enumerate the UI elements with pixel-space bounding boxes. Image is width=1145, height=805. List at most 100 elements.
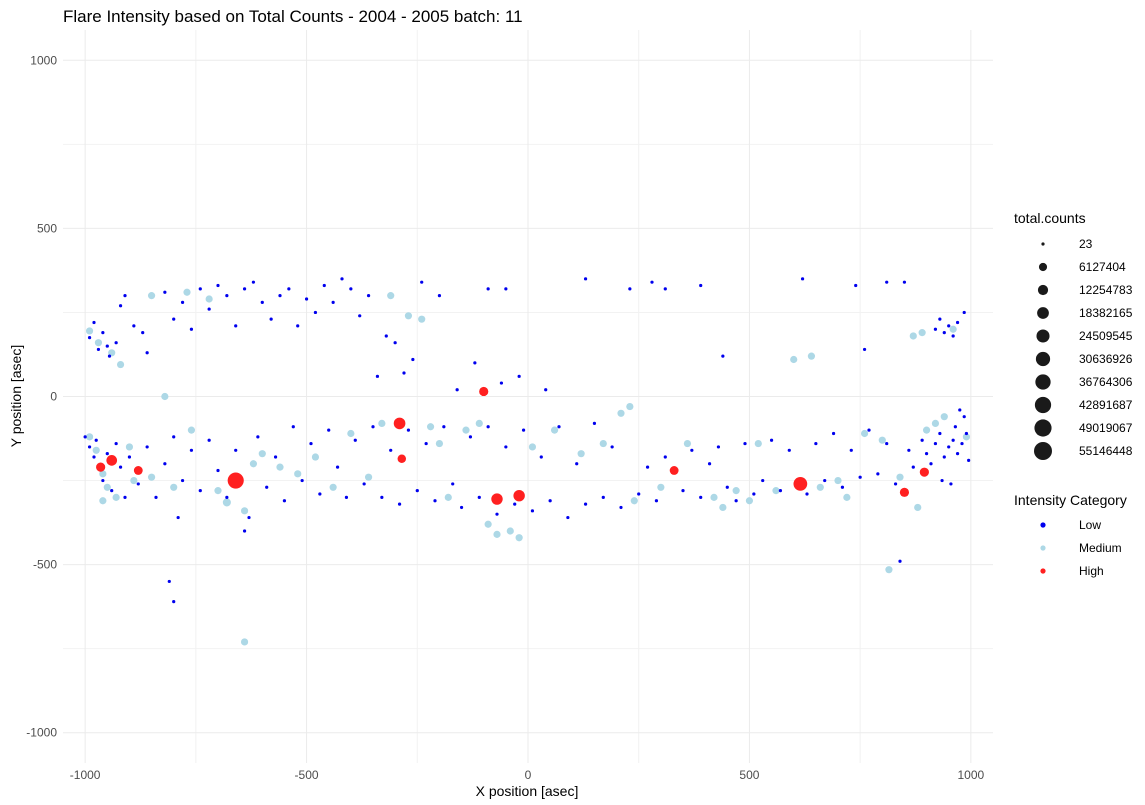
data-point-low xyxy=(752,492,756,496)
data-point-low xyxy=(544,388,548,392)
data-point-medium xyxy=(949,325,957,333)
data-point-low xyxy=(953,425,957,429)
data-point-low xyxy=(473,361,477,365)
data-point-low xyxy=(163,290,167,294)
data-point-low xyxy=(114,441,118,446)
data-point-medium xyxy=(860,429,869,438)
data-point-high xyxy=(393,417,406,430)
data-point-low xyxy=(123,294,127,298)
data-point-medium xyxy=(506,527,514,535)
data-point-low xyxy=(924,452,929,456)
y-tick-label: 500 xyxy=(37,221,57,235)
data-point-low xyxy=(455,388,459,392)
data-point-low xyxy=(384,334,388,338)
data-point-medium xyxy=(577,450,585,458)
data-point-medium xyxy=(918,329,926,337)
data-point-low xyxy=(650,280,654,284)
data-point-low xyxy=(938,317,942,321)
size-legend-label: 55146448 xyxy=(1079,444,1133,458)
data-point-low xyxy=(947,445,951,449)
color-legend-label: Low xyxy=(1079,518,1101,532)
size-legend-key xyxy=(1038,262,1048,272)
y-tick-label: 0 xyxy=(50,390,57,404)
data-point-low xyxy=(663,455,667,459)
data-point-low xyxy=(420,280,424,284)
data-point-low xyxy=(645,465,650,469)
data-point-low xyxy=(344,495,349,499)
color-legend-key-high xyxy=(1040,568,1046,574)
data-point-low xyxy=(340,277,344,281)
data-point-low xyxy=(83,435,87,439)
data-point-low xyxy=(322,283,326,288)
data-point-medium xyxy=(914,503,922,512)
data-point-low xyxy=(411,357,415,362)
data-point-low xyxy=(805,492,809,496)
data-point-low xyxy=(907,448,911,452)
data-point-low xyxy=(601,495,605,499)
data-point-low xyxy=(734,499,738,503)
data-point-low xyxy=(831,431,836,436)
data-point-medium xyxy=(147,473,156,481)
data-point-low xyxy=(207,307,211,311)
data-point-medium xyxy=(130,476,138,485)
data-point-low xyxy=(942,331,946,335)
data-point-low xyxy=(393,341,397,345)
data-point-low xyxy=(468,435,473,439)
data-point-low xyxy=(282,499,287,503)
data-point-low xyxy=(823,478,827,483)
size-legend-key xyxy=(1034,442,1052,460)
data-point-low xyxy=(557,425,561,429)
data-point-low xyxy=(761,478,765,483)
data-point-medium xyxy=(617,409,625,417)
chart-title: Flare Intensity based on Total Counts - … xyxy=(63,7,523,26)
data-point-low xyxy=(504,287,508,291)
data-point-low xyxy=(911,465,915,469)
data-point-low xyxy=(967,458,971,462)
data-point-medium xyxy=(418,315,426,323)
data-point-low xyxy=(424,441,428,446)
data-point-low xyxy=(362,482,366,486)
data-points xyxy=(83,277,971,646)
data-point-low xyxy=(358,314,362,318)
x-tick-label: -1000 xyxy=(70,768,101,782)
data-point-low xyxy=(902,280,907,284)
data-point-low xyxy=(172,317,176,321)
data-point-medium xyxy=(790,355,798,364)
data-point-medium xyxy=(807,352,816,360)
color-legend-label: High xyxy=(1079,564,1104,578)
data-point-low xyxy=(814,441,818,446)
data-point-low xyxy=(951,438,955,442)
data-point-low xyxy=(521,428,526,432)
data-point-low xyxy=(304,297,309,301)
data-point-low xyxy=(663,287,667,291)
data-point-low xyxy=(371,425,375,429)
data-point-low xyxy=(442,425,446,429)
data-point-low xyxy=(176,515,180,520)
data-point-medium xyxy=(240,638,249,646)
size-legend-label: 6127404 xyxy=(1079,260,1126,274)
data-point-low xyxy=(920,438,924,442)
data-point-low xyxy=(539,455,543,459)
data-point-low xyxy=(94,438,98,442)
data-point-high xyxy=(669,466,679,475)
data-point-low xyxy=(327,428,331,432)
color-legend-title: Intensity Category xyxy=(1014,492,1127,508)
data-point-medium xyxy=(878,436,886,444)
data-point-low xyxy=(331,300,335,304)
data-point-high xyxy=(106,455,118,466)
data-point-low xyxy=(955,452,960,456)
data-point-medium xyxy=(816,483,824,491)
data-point-medium xyxy=(222,498,231,507)
data-point-high xyxy=(919,467,929,477)
data-point-low xyxy=(132,324,136,328)
x-tick-label: 500 xyxy=(739,768,759,782)
data-point-low xyxy=(256,435,260,439)
data-point-low xyxy=(216,283,220,288)
size-legend-key xyxy=(1036,329,1050,343)
data-point-low xyxy=(172,435,176,439)
data-point-low xyxy=(933,441,938,446)
size-legend-key xyxy=(1035,374,1051,390)
data-point-low xyxy=(260,300,264,304)
data-point-low xyxy=(353,438,357,442)
